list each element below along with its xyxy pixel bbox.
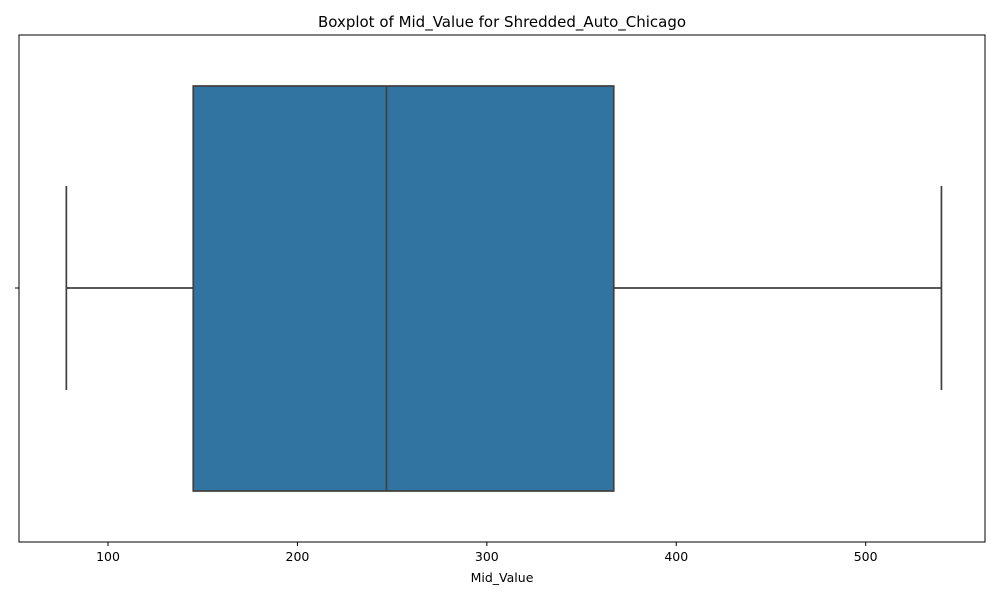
- box: [192, 85, 615, 492]
- x-axis-tick-label: 200: [286, 549, 310, 564]
- x-axis-tick-label: 300: [475, 549, 499, 564]
- x-axis-label: Mid_Value: [471, 570, 534, 585]
- box-series: [65, 85, 943, 492]
- x-axis-tick-label: 400: [664, 549, 688, 564]
- x-axis-tick-label: 500: [854, 549, 878, 564]
- chart-title: Boxplot of Mid_Value for Shredded_Auto_C…: [318, 13, 686, 32]
- x-axis-tick-label: 100: [96, 549, 120, 564]
- x-axis-ticks: 100 200 300 400 500: [96, 542, 878, 564]
